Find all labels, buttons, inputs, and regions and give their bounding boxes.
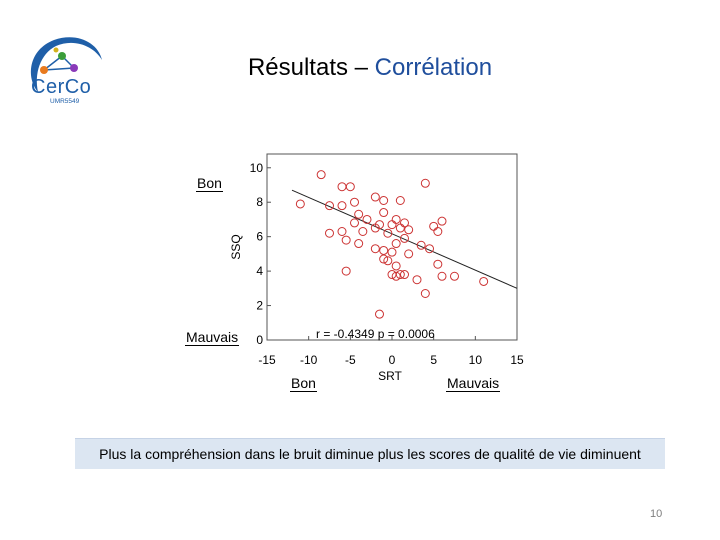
data-point (412, 275, 422, 285)
x-tick-label: 5 (430, 353, 437, 367)
data-point (383, 256, 393, 266)
x-good-label: Bon (290, 375, 317, 392)
caption-box: Plus la compréhension dans le bruit dimi… (75, 438, 665, 469)
y-tick-label: 8 (256, 195, 263, 209)
data-point (337, 182, 347, 192)
data-point (295, 199, 305, 209)
data-point (370, 192, 380, 202)
x-bad-label: Mauvais (446, 375, 501, 392)
title-main: Résultats – (247, 54, 375, 81)
data-point (379, 208, 389, 218)
data-point (420, 178, 430, 188)
data-point (404, 225, 414, 235)
data-point (433, 227, 443, 236)
data-point (379, 245, 389, 255)
x-tick-label: 10 (469, 353, 483, 367)
data-point (345, 182, 355, 192)
data-point (354, 239, 364, 249)
x-tick-label: 15 (510, 353, 524, 367)
data-point (337, 227, 347, 236)
data-point (479, 276, 489, 286)
data-point (350, 197, 359, 207)
data-point (316, 170, 326, 180)
data-point (437, 216, 447, 226)
plot-frame (266, 153, 518, 341)
data-point (395, 223, 405, 233)
y-tick-label: 10 (250, 161, 264, 175)
y-axis-label: SSQ (229, 234, 243, 259)
data-point (325, 201, 334, 211)
cerco-logo-mark (30, 37, 103, 92)
regression-line (291, 189, 518, 289)
logo-text: CerCo (31, 76, 92, 98)
data-point (387, 247, 397, 257)
y-tick-label: 2 (256, 299, 263, 313)
data-point (404, 249, 414, 259)
data-point (379, 254, 389, 264)
data-point (425, 244, 434, 254)
x-axis-label: SRT (378, 369, 402, 383)
x-tick-label: -10 (300, 353, 318, 367)
page-number: 10 (650, 508, 663, 520)
data-point (379, 196, 389, 205)
data-point (391, 271, 401, 281)
slide-title: Résultats – Corrélation (0, 54, 720, 82)
x-tick-label: 0 (389, 353, 396, 367)
data-point (429, 221, 439, 231)
data-point (395, 196, 405, 205)
data-point (387, 220, 397, 230)
data-point (395, 270, 405, 280)
data-point (416, 240, 426, 250)
title-accent: Corrélation (374, 54, 493, 81)
y-tick-label: 4 (256, 264, 263, 278)
data-point (370, 223, 380, 233)
data-point (350, 218, 359, 228)
correlation-annotation: r = -0.4349 p = 0.0006 (316, 327, 435, 341)
data-point (400, 218, 409, 228)
data-point (354, 209, 364, 219)
data-point (337, 201, 347, 211)
y-tick-label: 6 (256, 230, 263, 244)
y-bad-label: Mauvais (185, 329, 240, 346)
data-point (383, 228, 393, 238)
data-point (400, 233, 409, 243)
data-point (375, 309, 384, 319)
x-tick-label: -5 (345, 353, 356, 367)
y-good-label: Bon (196, 175, 223, 192)
data-point (433, 259, 443, 269)
data-point (391, 239, 401, 249)
data-point (341, 266, 351, 276)
data-point (391, 261, 401, 271)
data-point (325, 228, 334, 238)
data-point (362, 214, 372, 224)
data-point (370, 244, 380, 254)
data-point (358, 227, 368, 236)
data-point (391, 214, 401, 224)
data-point (450, 271, 459, 281)
data-point (400, 270, 409, 280)
y-tick-label: 0 (256, 333, 263, 347)
data-point (437, 271, 447, 281)
x-tick-label: -15 (258, 353, 276, 367)
data-point (420, 289, 430, 298)
data-point (341, 235, 351, 245)
logo-subtext: UMR5549 (50, 98, 80, 105)
